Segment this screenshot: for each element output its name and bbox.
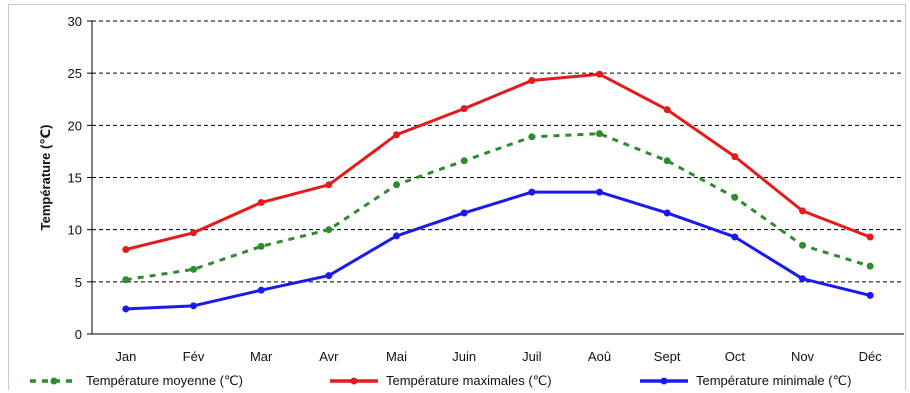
legend-swatch-0 [28, 376, 80, 386]
series-0-point-10 [799, 242, 806, 249]
x-tick-label-9: Oct [725, 349, 746, 364]
series-0-point-2 [258, 243, 265, 250]
series-2-point-7 [596, 189, 603, 196]
x-tick-label-8: Sept [654, 349, 681, 364]
series-2-point-10 [799, 275, 806, 282]
legend: Température moyenne (℃) Température maxim… [28, 370, 908, 392]
series-1-point-1 [190, 229, 197, 236]
series-0-point-0 [122, 276, 129, 283]
series-1-point-6 [528, 77, 535, 84]
series-0-point-9 [731, 194, 738, 201]
x-tick-label-0: Jan [115, 349, 136, 364]
line-chart: 0 5 10 15 20 25 30 Jan Fév Mar Avr Mai Juin Juil Aoû Se… [0, 0, 910, 370]
series-2-point-11 [867, 292, 874, 299]
x-tick-label-6: Juil [522, 349, 542, 364]
series-1-point-4 [393, 131, 400, 138]
series-line-1 [126, 74, 870, 249]
series-1-point-10 [799, 207, 806, 214]
y-tick-label-6: 30 [68, 14, 82, 29]
series-line-0 [126, 134, 870, 280]
x-tick-label-2: Mar [250, 349, 273, 364]
series-0-point-1 [190, 266, 197, 273]
x-tick-label-10: Nov [791, 349, 815, 364]
series-2-point-2 [258, 287, 265, 294]
legend-label-2: Température minimale (℃) [696, 373, 851, 389]
series-0-point-3 [325, 226, 332, 233]
x-tick-label-5: Juin [452, 349, 476, 364]
series-2-point-4 [393, 232, 400, 239]
series-2-point-3 [325, 272, 332, 279]
legend-item-2: Température minimale (℃) [638, 370, 851, 392]
series-2-point-8 [664, 209, 671, 216]
series-1-point-5 [461, 105, 468, 112]
series-1-point-0 [122, 246, 129, 253]
series-line-2 [126, 192, 870, 309]
series-2-point-1 [190, 302, 197, 309]
y-tick-label-5: 25 [68, 66, 82, 81]
x-tick-label-4: Mai [386, 349, 407, 364]
legend-item-0: Température moyenne (℃) [28, 370, 243, 392]
series-0-point-6 [528, 133, 535, 140]
y-tick-label-4: 20 [68, 118, 82, 133]
legend-swatch-1 [328, 376, 380, 386]
series-0-point-4 [393, 181, 400, 188]
x-tick-label-3: Avr [319, 349, 339, 364]
x-tick-label-1: Fév [183, 349, 205, 364]
series-0-point-11 [867, 263, 874, 270]
series-1-point-3 [325, 181, 332, 188]
series-1-point-9 [731, 153, 738, 160]
series-0-point-5 [461, 157, 468, 164]
series-2-point-9 [731, 233, 738, 240]
y-axis-title: Température (℃) [38, 125, 53, 231]
series-2-point-6 [528, 189, 535, 196]
x-tick-label-7: Aoû [588, 349, 611, 364]
x-tick-label-11: Déc [859, 349, 883, 364]
y-tick-label-0: 0 [75, 327, 82, 342]
legend-item-1: Température maximales (℃) [328, 370, 552, 392]
series-1-point-11 [867, 233, 874, 240]
series-1-point-8 [664, 106, 671, 113]
series-0-point-7 [596, 130, 603, 137]
series-1-point-7 [596, 71, 603, 78]
legend-label-1: Température maximales (℃) [386, 373, 552, 389]
y-tick-label-2: 10 [68, 223, 82, 238]
y-tick-label-3: 15 [68, 171, 82, 186]
series-2-point-0 [122, 305, 129, 312]
series-1-point-2 [258, 199, 265, 206]
legend-swatch-2 [638, 376, 690, 386]
series-2-point-5 [461, 209, 468, 216]
y-tick-label-1: 5 [75, 275, 82, 290]
series-0-point-8 [664, 157, 671, 164]
legend-label-0: Température moyenne (℃) [86, 373, 243, 389]
